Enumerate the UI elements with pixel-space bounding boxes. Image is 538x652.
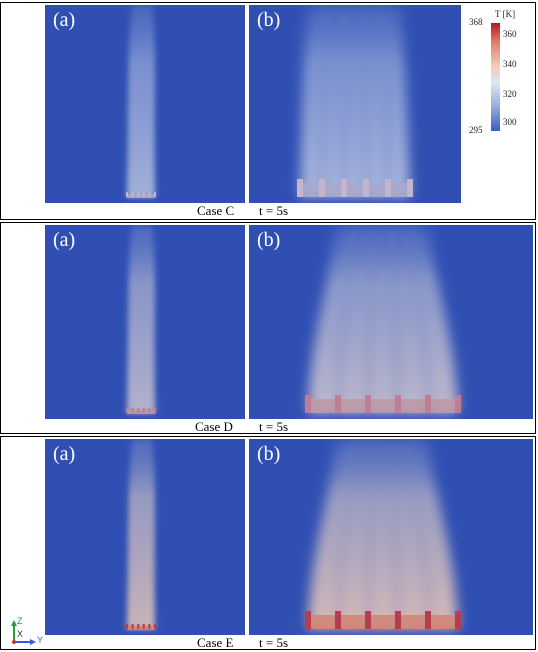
case-c-field-b	[249, 5, 461, 203]
case-e-label-a: (a)	[53, 443, 76, 465]
case-d-field-a	[45, 225, 245, 419]
case-e-panel-b: (b)	[249, 439, 533, 635]
axis-z-label: Z	[17, 616, 23, 626]
case-e-time: t = 5s	[259, 635, 289, 650]
colorbar-min-label: 295	[469, 125, 483, 135]
case-c-time: t = 5s	[259, 203, 289, 218]
case-d-name: Case D	[195, 419, 233, 434]
case-e-label-b: (b)	[257, 443, 281, 465]
case-c-name: Case C	[197, 203, 235, 218]
colorbar-gradient	[491, 23, 500, 131]
colorbar-tick-360: 360	[503, 29, 517, 39]
case-e-field-a	[45, 439, 245, 635]
colorbar-max-label: 368	[469, 17, 483, 27]
colorbar-title: T [K]	[495, 9, 516, 19]
axis-x-label: X	[17, 629, 24, 639]
case-e-field-b	[249, 439, 533, 635]
case-d-label-a: (a)	[53, 229, 76, 251]
axes-triad-icon: Z X Y	[8, 616, 48, 646]
colorbar-tick-320: 320	[503, 89, 517, 99]
case-c-field-a	[45, 5, 245, 203]
case-d-panel-b: (b)	[249, 225, 533, 419]
case-d-panel-a: (a)	[45, 225, 245, 419]
case-c-frame: (a) (b) T [K] 368 360 340 320 300 295 Ca…	[0, 2, 536, 220]
case-e-panel-a: (a)	[45, 439, 245, 635]
case-d-label-b: (b)	[257, 229, 281, 251]
case-d-field-b	[249, 225, 533, 419]
temperature-colorbar: T [K] 368 360 340 320 300 295	[469, 9, 531, 139]
case-c-label-a: (a)	[53, 9, 76, 31]
case-c-label-b: (b)	[257, 9, 281, 31]
case-e-frame: (a) (b) Case E t = 5s	[0, 436, 536, 650]
colorbar-tick-340: 340	[503, 59, 517, 69]
case-d-frame: (a) (b) Case D t = 5s	[0, 222, 536, 434]
case-c-panel-a: (a)	[45, 5, 245, 203]
colorbar-tick-300: 300	[503, 117, 517, 127]
axis-y-label: Y	[37, 635, 44, 645]
case-d-time: t = 5s	[259, 419, 289, 434]
case-c-panel-b: (b)	[249, 5, 461, 203]
case-e-name: Case E	[197, 635, 234, 650]
